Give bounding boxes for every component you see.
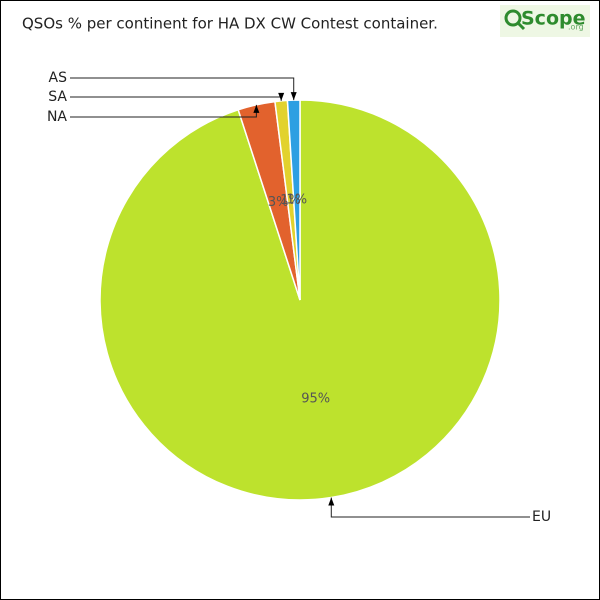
logo-icon [504,9,522,27]
slice-label: 1% [287,193,308,208]
logo-icon-handle [516,21,526,31]
category-label: EU [532,509,551,525]
slice-label: 1% [280,193,301,208]
category-label: SA [48,89,67,105]
category-label: NA [47,109,67,125]
leader-arrow [290,92,297,101]
category-label: AS [49,70,68,86]
leader-arrow [328,497,335,506]
pie-slice [286,99,301,301]
leader-arrow [278,92,285,101]
logo-suffix: .org [568,23,584,32]
chart-title: QSOs % per continent for HA DX CW Contes… [22,15,438,33]
logo-text: Scope [521,8,586,30]
logo: Scope .org [500,5,590,37]
slice-label: 3% [268,195,289,210]
slice-label: 95% [301,391,330,406]
leader-arrow [253,104,260,113]
